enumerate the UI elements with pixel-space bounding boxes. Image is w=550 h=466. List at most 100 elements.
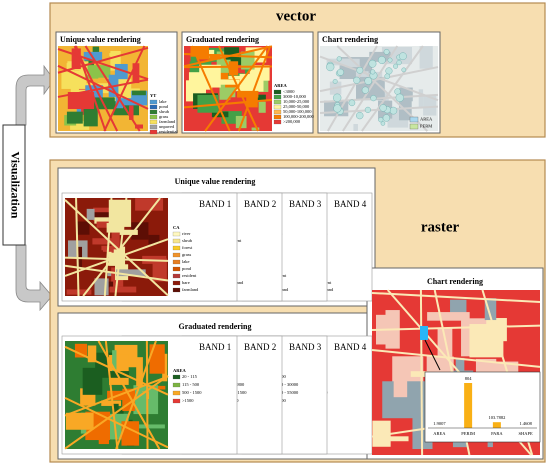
legend-title: YT (150, 93, 156, 98)
legend-label: unpaved (159, 124, 175, 129)
map-patch (152, 385, 166, 390)
road (64, 238, 169, 277)
map-patch (92, 238, 118, 245)
map-patch (258, 101, 266, 113)
chart-symbol (384, 73, 391, 80)
legend-swatch (172, 252, 181, 258)
legend-label: 115 - 500 (182, 382, 200, 387)
map-patch (101, 400, 122, 406)
chart-symbol (370, 69, 376, 75)
road (319, 55, 439, 102)
legend-label: 50,000-100,000 (283, 109, 312, 115)
legend-label: lake (182, 259, 190, 264)
map-patch (216, 79, 240, 85)
chart-symbol (364, 106, 371, 113)
chart-symbol (383, 48, 390, 55)
map-patch (132, 90, 146, 96)
legend-label: shrub (182, 238, 193, 243)
road (64, 199, 169, 297)
side-label: Visualization (8, 152, 22, 219)
legend-title: CA (173, 225, 180, 230)
panel-title: Unique value rendering (175, 177, 256, 186)
map-patch (345, 58, 360, 68)
legend-label: resident (182, 273, 197, 278)
bar (464, 383, 473, 428)
raster-title: raster (421, 219, 460, 235)
map-patch (70, 120, 90, 130)
chart-symbol (379, 104, 387, 112)
chart-symbol (393, 63, 399, 69)
road (191, 45, 231, 132)
map-patch (66, 111, 83, 124)
legend-swatch (172, 382, 181, 388)
road (64, 264, 169, 282)
legend-label: 100,000-200,000 (283, 114, 314, 120)
map-patch (251, 127, 260, 131)
legend-swatch (172, 287, 181, 293)
road (64, 256, 169, 262)
map-patch (111, 403, 119, 411)
legend-swatch (149, 104, 158, 110)
road (64, 375, 169, 450)
legend-swatch (149, 109, 158, 115)
map-patch (112, 350, 117, 374)
band-label: BAND 2 (244, 342, 276, 352)
legend-label: pond (182, 266, 192, 271)
road (84, 45, 141, 132)
chart-symbol (332, 79, 338, 84)
road (371, 324, 541, 331)
road (115, 340, 157, 450)
road (336, 45, 429, 132)
legend-swatch (172, 280, 181, 286)
category-label: AREA (433, 431, 446, 436)
chart-symbol (385, 67, 393, 75)
map-patch (132, 63, 140, 84)
map-patch (67, 92, 95, 110)
map-patch (219, 79, 231, 100)
arrow-up (15, 64, 55, 126)
highlight (420, 326, 428, 340)
map-patch (135, 424, 165, 429)
legend-label: <3000 (283, 89, 295, 94)
map-patch (106, 223, 125, 233)
road (97, 340, 161, 450)
map-patch (199, 64, 221, 88)
map-patch (225, 83, 236, 98)
road (183, 52, 273, 59)
map-patch (419, 46, 433, 69)
chart-symbol (353, 76, 361, 84)
map-patch (110, 51, 121, 71)
category-label: PARA (491, 431, 503, 436)
legend-title: AREA (274, 83, 288, 88)
map-patch (197, 94, 219, 113)
road (57, 78, 149, 98)
road (64, 396, 169, 449)
map-patch (135, 198, 164, 211)
legend-label: pond (159, 104, 169, 109)
chart-symbol (337, 68, 344, 76)
chart-symbol (389, 106, 398, 115)
legend-label: grass (159, 114, 168, 119)
map-patch (136, 357, 143, 387)
map-patch (228, 61, 239, 76)
legend-swatch (172, 245, 181, 251)
map-patch (94, 215, 109, 224)
legend-label: 500 - 1500 (182, 390, 202, 395)
legend-label: bare (182, 280, 190, 285)
legend-label: grass (182, 252, 191, 257)
legend-swatch (172, 259, 181, 265)
legend-swatch (172, 231, 181, 237)
value-label: 1.4608 (519, 421, 532, 426)
legend-swatch (149, 99, 158, 105)
band-label: BAND 4 (334, 199, 367, 209)
map-patch (427, 312, 470, 321)
map-patch (96, 221, 116, 228)
map-patch (74, 343, 88, 358)
legend-swatch (172, 390, 181, 396)
band-label: BAND 4 (334, 342, 367, 352)
legend-title: AREA (173, 368, 187, 373)
legend-label: 3000-10,000 (283, 94, 307, 100)
map-patch (190, 76, 203, 94)
inset-chart (424, 371, 541, 443)
